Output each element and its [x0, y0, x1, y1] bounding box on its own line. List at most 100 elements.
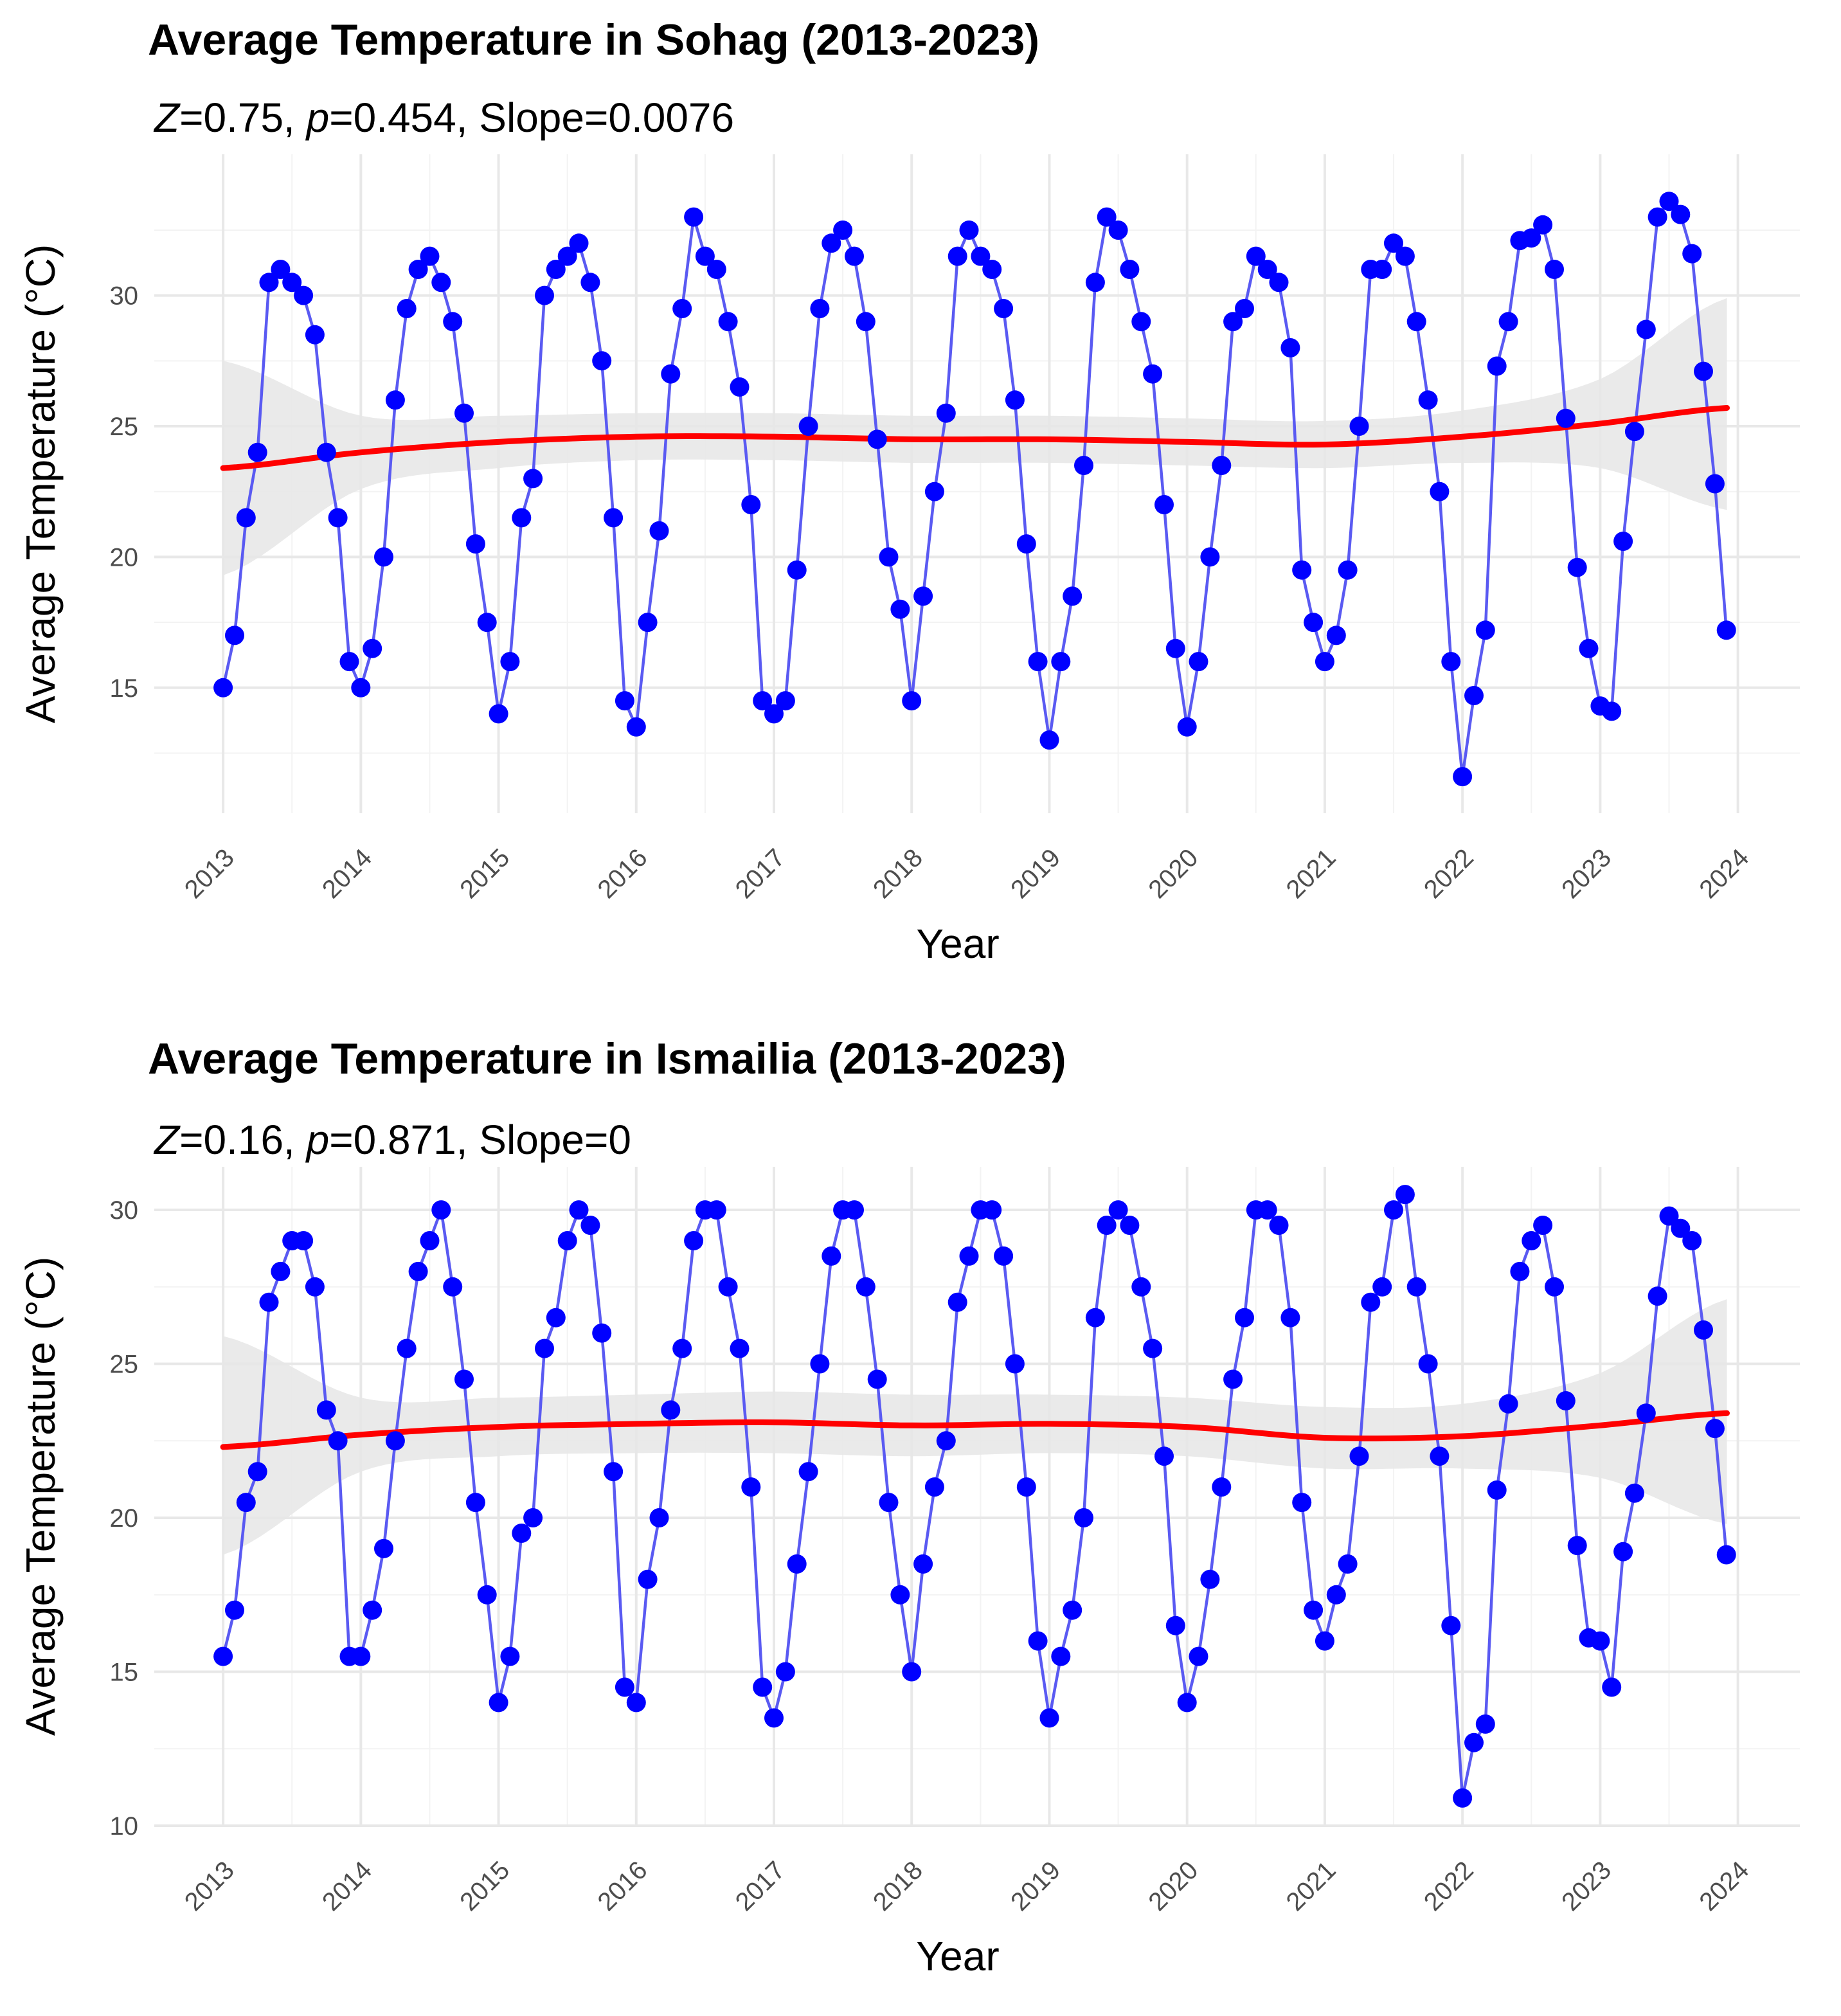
data-point: [741, 1477, 761, 1497]
data-point: [500, 1646, 520, 1666]
data-point: [1613, 532, 1633, 551]
data-point: [259, 273, 279, 292]
data-point: [753, 1677, 773, 1697]
data-point: [592, 1323, 612, 1343]
data-point: [879, 1493, 899, 1513]
data-point: [1143, 364, 1163, 384]
data-point: [328, 508, 348, 528]
data-point: [1487, 1480, 1507, 1500]
data-point: [1682, 1231, 1702, 1250]
data-point: [994, 299, 1014, 318]
data-point: [1189, 652, 1208, 672]
y-tick-label: 25: [110, 1351, 139, 1379]
data-point: [604, 508, 624, 528]
data-point: [1624, 422, 1644, 442]
data-point: [1223, 312, 1243, 332]
chart-sohag: 15 20 25 30 2013 2014 2015 2016 2017 2018 2019 2020…: [17, 15, 1800, 967]
data-point: [1304, 1600, 1324, 1620]
data-point: [512, 1524, 532, 1543]
data-point: [1212, 456, 1232, 475]
data-point: [1716, 1545, 1736, 1565]
x-tick-label: 2023: [1556, 1856, 1617, 1916]
data-point: [512, 508, 532, 528]
data-point: [615, 691, 634, 711]
data-point: [1074, 1508, 1093, 1527]
data-point: [604, 1462, 624, 1482]
data-point: [718, 1277, 738, 1297]
x-tick-label: 2014: [317, 843, 377, 904]
data-point: [339, 652, 359, 672]
data-point: [730, 377, 750, 397]
data-point: [305, 1277, 325, 1297]
x-tick-label: 2019: [1005, 1856, 1066, 1916]
y-tick-label: 20: [110, 1504, 139, 1533]
data-point: [1326, 1585, 1346, 1605]
data-point: [465, 1493, 485, 1513]
data-point: [902, 1662, 922, 1682]
data-point: [971, 246, 991, 266]
data-point: [1487, 356, 1507, 376]
data-point: [408, 1261, 428, 1281]
data-point: [879, 547, 899, 567]
x-axis-label: Year: [916, 1933, 999, 1979]
data-point: [569, 1200, 589, 1220]
data-point: [1602, 701, 1622, 721]
data-point: [924, 482, 944, 501]
data-point: [684, 207, 704, 227]
x-tick-label: 2013: [179, 843, 240, 904]
data-point: [845, 1200, 864, 1220]
data-point: [1441, 652, 1461, 672]
data-point: [1659, 1206, 1679, 1226]
data-point: [959, 1246, 979, 1266]
x-tick-label: 2015: [454, 843, 515, 904]
data-point: [1395, 1185, 1415, 1205]
data-point: [1039, 1708, 1059, 1728]
trend-line: [220, 1410, 1730, 1450]
data-point: [1510, 1261, 1530, 1281]
y-tick-label: 15: [110, 674, 139, 703]
data-point: [1005, 1354, 1025, 1374]
y-tick-label: 20: [110, 543, 139, 572]
data-point: [1533, 1216, 1553, 1235]
data-point: [706, 1200, 726, 1220]
data-point: [1016, 1477, 1036, 1497]
data-point: [1304, 613, 1324, 633]
data-point: [443, 312, 463, 332]
data-point: [1177, 1693, 1197, 1713]
data-point: [1292, 560, 1312, 580]
data-point: [1315, 1631, 1334, 1651]
data-point: [924, 1477, 944, 1497]
data-point: [845, 246, 864, 266]
data-point: [1361, 1292, 1381, 1312]
data-point: [1154, 1446, 1174, 1466]
data-point: [798, 417, 818, 436]
data-point: [236, 1493, 256, 1513]
data-point: [592, 351, 612, 371]
data-point: [1108, 1200, 1128, 1220]
data-point: [546, 260, 566, 279]
data-point: [764, 1708, 784, 1728]
data-point: [1372, 1277, 1392, 1297]
data-point: [1223, 1369, 1243, 1389]
data-point: [1567, 1536, 1587, 1556]
data-point: [787, 560, 807, 580]
x-tick-label: 2017: [730, 1856, 791, 1916]
y-tick-label: 30: [110, 282, 139, 310]
data-point: [947, 246, 967, 266]
data-point: [489, 1693, 508, 1713]
y-tick-label: 15: [110, 1659, 139, 1687]
data-point: [1177, 717, 1197, 737]
data-point: [1648, 1286, 1667, 1306]
data-point: [1613, 1542, 1633, 1562]
data-point: [316, 1400, 336, 1420]
data-point: [1143, 1338, 1163, 1358]
data-point: [1384, 233, 1403, 253]
data-point: [994, 1246, 1014, 1266]
data-point: [1131, 312, 1151, 332]
data-point: [1005, 390, 1025, 410]
x-tick-label: 2023: [1556, 843, 1617, 904]
data-point: [580, 1216, 600, 1235]
x-tick-label: 2017: [730, 843, 791, 904]
x-tick-label: 2022: [1419, 1856, 1479, 1916]
data-point: [1326, 626, 1346, 645]
